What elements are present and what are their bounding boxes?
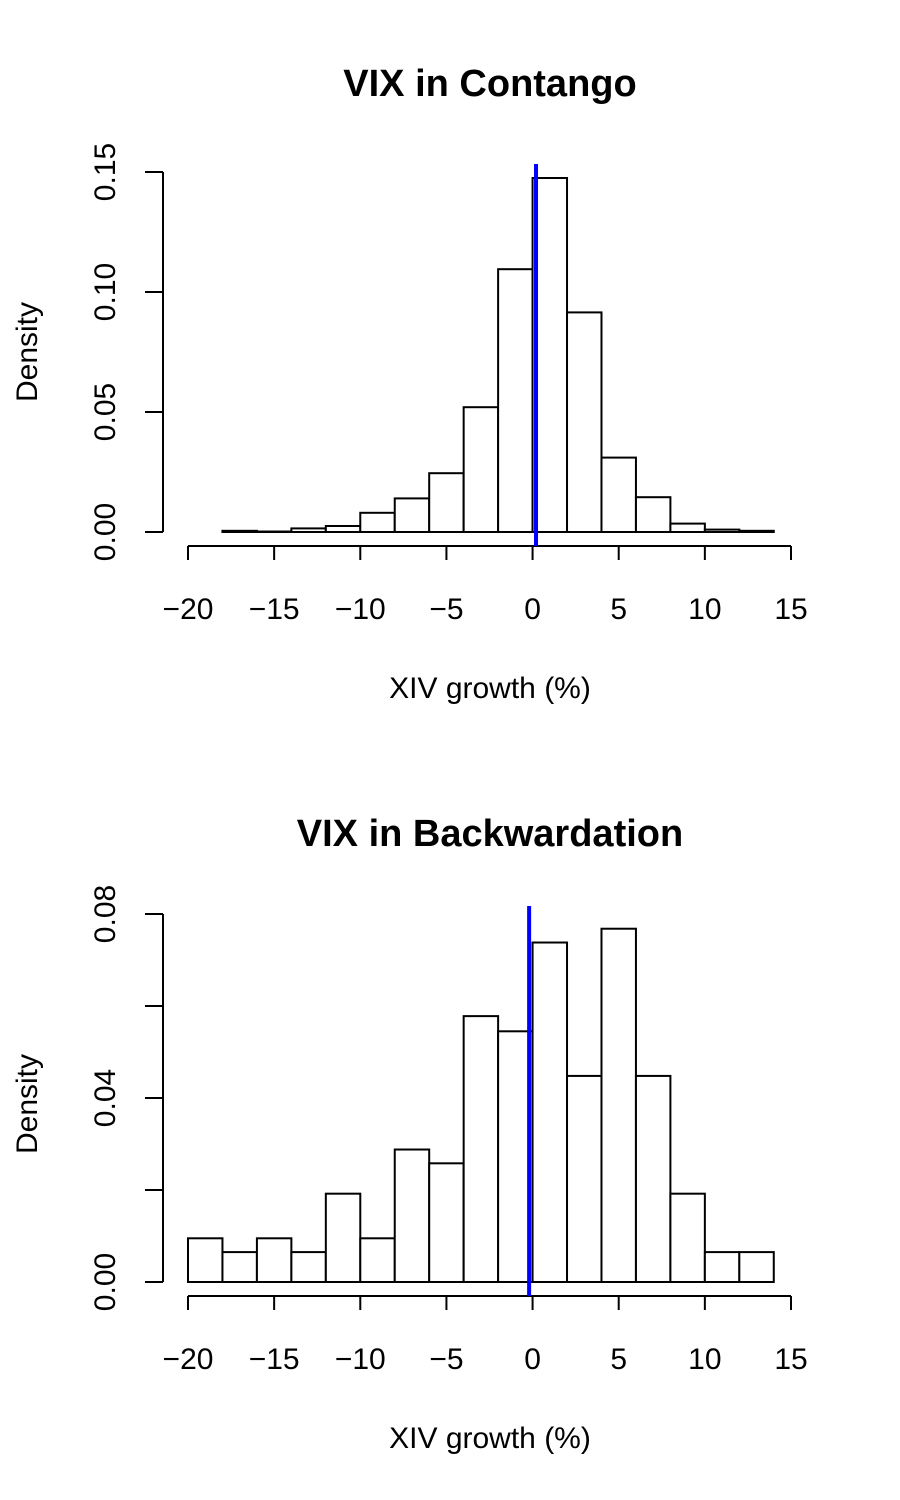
x-tick-label: −10 xyxy=(335,593,386,626)
histogram-bar xyxy=(187,1237,224,1284)
histogram-bar xyxy=(324,1192,362,1284)
x-tick-label: 0 xyxy=(524,1343,541,1376)
bars xyxy=(221,177,775,534)
bars xyxy=(187,927,775,1284)
y-axis: 0.00 0.04 0.08 xyxy=(89,885,164,1311)
histogram-bar xyxy=(359,1237,396,1284)
histogram-bar xyxy=(428,472,465,534)
x-tick-label: 15 xyxy=(774,593,807,626)
histogram-bar xyxy=(462,406,500,534)
histogram-bar xyxy=(634,496,672,534)
y-axis-label: Density xyxy=(11,1054,44,1154)
histogram-bar xyxy=(669,522,706,533)
y-tick-label: 0.00 xyxy=(89,503,122,561)
x-tick-label: −20 xyxy=(163,1343,214,1376)
y-tick-label: 0.10 xyxy=(89,263,122,321)
x-tick-label: 0 xyxy=(524,593,541,626)
x-tick-label: 10 xyxy=(688,1343,721,1376)
histogram-bar xyxy=(290,527,327,534)
histogram-bar xyxy=(738,529,775,533)
y-tick-label: 0.04 xyxy=(89,1069,122,1127)
x-tick-label: 15 xyxy=(774,1343,807,1376)
histogram-bar xyxy=(221,1251,258,1283)
histogram-backwardation: VIX in Backwardation XIV growth (%) Dens… xyxy=(11,813,808,1455)
histogram-bar xyxy=(600,927,637,1283)
histogram-bar xyxy=(531,941,569,1284)
x-axis: −20 −15 −10 −5 0 5 10 15 xyxy=(163,1295,808,1376)
histogram-bar xyxy=(738,1251,775,1283)
histogram-bar xyxy=(497,268,534,533)
x-tick-label: −5 xyxy=(429,593,463,626)
x-tick-label: 10 xyxy=(688,593,721,626)
x-tick-label: −20 xyxy=(163,593,214,626)
y-axis-label: Density xyxy=(11,302,44,402)
histogram-bar xyxy=(634,1074,672,1284)
x-tick-label: 5 xyxy=(610,593,627,626)
y-tick-label: 0.08 xyxy=(89,885,122,943)
histogram-bar xyxy=(566,1074,603,1284)
x-axis-label: XIV growth (%) xyxy=(389,1422,591,1455)
histogram-bar xyxy=(290,1251,327,1283)
x-tick-label: −15 xyxy=(249,593,300,626)
x-axis: −20 −15 −10 −5 0 5 10 15 xyxy=(163,545,808,626)
histogram-contango: VIX in Contango XIV growth (%) Density −… xyxy=(11,63,808,705)
y-axis: 0.00 0.05 0.10 0.15 xyxy=(89,143,164,561)
x-tick-label: −15 xyxy=(249,1343,300,1376)
y-tick-label: 0.15 xyxy=(89,143,122,201)
histogram-bar xyxy=(703,528,741,533)
histogram-bar xyxy=(393,497,431,533)
y-tick-label: 0.05 xyxy=(89,383,122,441)
histogram-bar xyxy=(566,311,603,533)
x-axis-label: XIV growth (%) xyxy=(389,672,591,705)
histogram-bar xyxy=(393,1148,431,1284)
histogram-bar xyxy=(600,456,637,534)
histogram-bar xyxy=(703,1251,741,1283)
histogram-bar xyxy=(428,1162,465,1283)
histogram-bar xyxy=(221,529,258,533)
x-tick-label: −10 xyxy=(335,1343,386,1376)
chart-title: VIX in Backwardation xyxy=(297,813,683,855)
y-tick-label: 0.00 xyxy=(89,1253,122,1311)
x-tick-label: 5 xyxy=(610,1343,627,1376)
histogram-bar xyxy=(669,1192,706,1284)
histogram-bar xyxy=(462,1015,500,1283)
chart-title: VIX in Contango xyxy=(343,63,636,105)
histogram-bar xyxy=(255,1237,293,1284)
histogram-bar xyxy=(324,525,362,533)
x-tick-label: −5 xyxy=(429,1343,463,1376)
histogram-bar xyxy=(359,511,396,533)
histogram-bar xyxy=(531,177,569,533)
